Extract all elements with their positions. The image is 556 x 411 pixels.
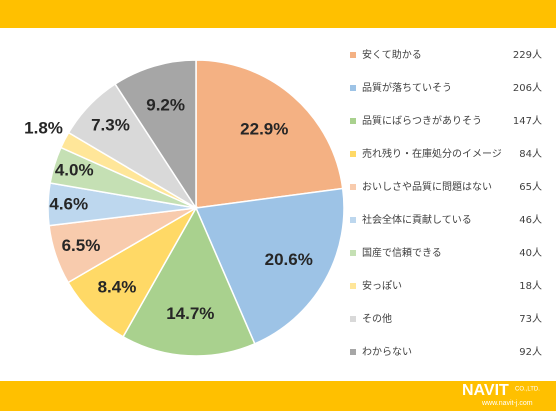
legend-count: 46人: [519, 214, 542, 226]
data-label: 6.5%: [62, 236, 101, 255]
legend-label: 安くて助かる: [362, 48, 422, 61]
data-label: 4.6%: [49, 194, 88, 213]
legend-swatch: [350, 52, 356, 58]
data-label: 14.7%: [166, 304, 214, 323]
legend-label: その他: [362, 312, 392, 325]
legend-count: 147人: [513, 115, 542, 127]
legend-label: わからない: [362, 346, 412, 358]
legend-swatch: [350, 85, 356, 91]
logo: NAVIT: [462, 382, 509, 399]
legend-swatch: [350, 118, 356, 124]
legend-swatch: [350, 184, 356, 190]
legend-count: 206人: [513, 82, 542, 94]
legend-swatch: [350, 250, 356, 256]
data-label: 9.2%: [146, 95, 185, 114]
legend-label: 品質にばらつきがありそう: [362, 114, 482, 127]
legend-label: 品質が落ちていそう: [362, 81, 452, 94]
legend-label: 社会全体に貢献している: [362, 213, 472, 226]
data-label: 20.6%: [265, 250, 313, 269]
legend-swatch: [350, 217, 356, 223]
logo-url: www.navit-j.com: [481, 400, 533, 407]
legend-count: 92人: [519, 346, 542, 358]
legend-count: 229人: [513, 49, 542, 61]
legend-count: 65人: [519, 181, 542, 193]
legend-label: 国産で信頼できる: [362, 246, 442, 259]
data-label: 7.3%: [91, 116, 130, 135]
logo-suffix: CO.,LTD.: [515, 387, 540, 393]
data-label: 22.9%: [240, 120, 288, 139]
legend-label: 安っぽい: [362, 279, 402, 292]
data-label: 1.8%: [24, 119, 63, 138]
legend-label: 売れ残り・在庫処分のイメージ: [362, 147, 502, 160]
legend-swatch: [350, 349, 356, 355]
legend-count: 18人: [519, 280, 542, 292]
pie-slice: [195, 59, 344, 209]
legend-swatch: [350, 151, 356, 157]
top-bar: [0, 0, 556, 28]
pie-slice: [122, 206, 256, 357]
legend-swatch: [350, 283, 356, 289]
data-label: 4.0%: [55, 160, 94, 179]
bottom-bar: [0, 381, 556, 411]
legend-label: おいしさや品質に問題はない: [362, 180, 492, 193]
data-label: 8.4%: [98, 278, 137, 297]
legend-count: 84人: [519, 148, 542, 160]
pie-slice: [114, 59, 197, 211]
pie-slice: [194, 187, 345, 345]
legend-count: 73人: [519, 313, 542, 325]
legend-count: 40人: [519, 247, 542, 259]
legend-swatch: [350, 316, 356, 322]
